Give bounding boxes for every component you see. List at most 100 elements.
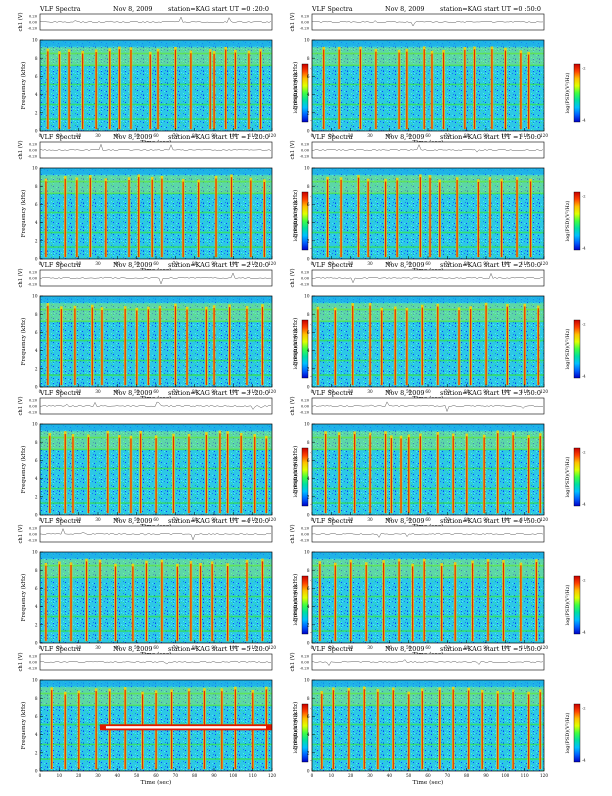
spectrogram-band	[312, 576, 544, 579]
y-tick-label: 8	[307, 312, 310, 317]
burst-core	[437, 306, 439, 386]
burst-core	[182, 181, 184, 258]
x-tick-label: 100	[501, 517, 509, 522]
burst-core	[477, 181, 479, 258]
burst-core	[537, 308, 539, 386]
panel-header-start: start UT =2 :20:0	[212, 261, 269, 269]
x-tick-label: 10	[57, 261, 63, 266]
timeseries-tick-label: -0.20	[28, 667, 38, 671]
x-tick-label: 100	[501, 645, 509, 650]
burst-core	[176, 566, 178, 642]
burst-core	[340, 179, 342, 258]
burst-core	[468, 690, 470, 770]
colorbar	[301, 319, 309, 379]
spectrogram-band	[312, 246, 544, 248]
burst-core	[85, 561, 88, 642]
timeseries-tick-label: 0.20	[301, 15, 310, 19]
burst-core	[161, 178, 163, 258]
colorbar-tick-label: -4	[582, 630, 586, 634]
spectrogram-ylabel: Frequency (kHz)	[292, 446, 299, 494]
burst-core	[114, 566, 117, 642]
colorbar	[573, 703, 581, 763]
panel-header-title: VLF Spectra	[311, 261, 353, 269]
burst-core	[502, 562, 505, 642]
panel-header-station: station=KAG	[168, 133, 210, 141]
spectrogram-panel: VLF Spectra Nov 8, 2009 station=KAG start U…	[17, 261, 314, 402]
x-tick-label: 20	[348, 133, 354, 138]
panel-header-station: station=KAG	[440, 645, 482, 653]
x-tick-label: 30	[95, 517, 101, 522]
burst-core	[161, 562, 163, 642]
y-tick-label: 6	[307, 330, 310, 335]
x-tick-label: 110	[249, 133, 257, 138]
timeseries-tick-label: 0.00	[301, 405, 310, 409]
y-tick-label: 6	[307, 74, 310, 79]
timeseries-waveform	[311, 272, 544, 284]
panel-header-date: Nov 8, 2009	[385, 389, 424, 397]
panel-header-title: VLF Spectra	[39, 517, 81, 525]
spectrogram-cutoff-band	[312, 40, 544, 47]
y-tick-label: 10	[32, 678, 38, 683]
burst-core	[323, 49, 325, 130]
burst-core	[412, 566, 414, 642]
timeseries-frame	[39, 525, 273, 543]
spectrogram-band	[40, 374, 272, 376]
y-tick-label: 8	[35, 696, 38, 701]
burst-core	[261, 561, 264, 642]
x-tick-label: 70	[445, 773, 451, 778]
burst-core	[138, 177, 140, 258]
panel-header-date: Nov 8, 2009	[113, 133, 152, 141]
spectrogram-background	[40, 168, 272, 259]
x-tick-label: 70	[173, 133, 179, 138]
burst-core	[439, 182, 441, 258]
y-tick-label: 10	[32, 550, 38, 555]
x-tick-label: 70	[173, 389, 179, 394]
colorbar-label: log(PSD)(V²/Hz)	[292, 73, 299, 114]
burst-core	[159, 308, 161, 386]
burst-core	[406, 310, 408, 386]
burst-core	[464, 49, 466, 130]
burst-core	[155, 438, 157, 514]
x-tick-label: 80	[192, 773, 198, 778]
burst-core	[64, 178, 66, 258]
panel-header-date: Nov 8, 2009	[113, 517, 152, 525]
burst-core	[76, 180, 78, 258]
x-tick-label: 120	[540, 261, 548, 266]
panel-header-start: start UT =1 :50:0	[484, 133, 541, 141]
y-tick-label: 2	[35, 622, 38, 627]
burst-core	[101, 309, 103, 386]
x-tick-label: 0	[311, 773, 314, 778]
y-tick-label: 4	[35, 220, 38, 225]
colorbar-tick-label: -4	[582, 758, 586, 762]
burst-core	[188, 436, 190, 514]
burst-core	[157, 51, 159, 130]
spectrogram-background	[312, 296, 544, 387]
burst-core	[491, 49, 493, 130]
panel-header-station: station=KAG	[440, 133, 482, 141]
burst-core	[58, 53, 61, 130]
y-tick-label: 10	[304, 550, 310, 555]
colorbar-label: log(PSD)(V²/Hz)	[292, 201, 299, 242]
x-tick-label: 0	[39, 133, 42, 138]
burst-core	[136, 310, 138, 386]
burst-core	[520, 53, 522, 130]
burst-core	[512, 435, 514, 514]
colorbar-tick-label: -4	[582, 246, 586, 250]
timeseries-tick-label: 0.00	[301, 21, 310, 25]
spectrogram-band	[312, 448, 544, 451]
burst-core	[454, 564, 456, 642]
panel-header-start: start UT =4 :50:0	[484, 517, 541, 525]
x-tick-label: 40	[387, 517, 393, 522]
y-tick-label: 8	[35, 56, 38, 61]
y-tick-label: 0	[307, 129, 310, 134]
y-tick-label: 0	[35, 385, 38, 390]
burst-core	[419, 436, 421, 514]
burst-core	[211, 564, 213, 642]
x-tick-label: 30	[95, 133, 101, 138]
burst-core	[528, 694, 530, 770]
burst-core	[466, 436, 468, 514]
y-tick-label: 0	[307, 641, 310, 646]
y-tick-label: 4	[307, 476, 310, 481]
y-tick-label: 2	[307, 750, 310, 755]
spectrogram-band	[40, 320, 272, 323]
